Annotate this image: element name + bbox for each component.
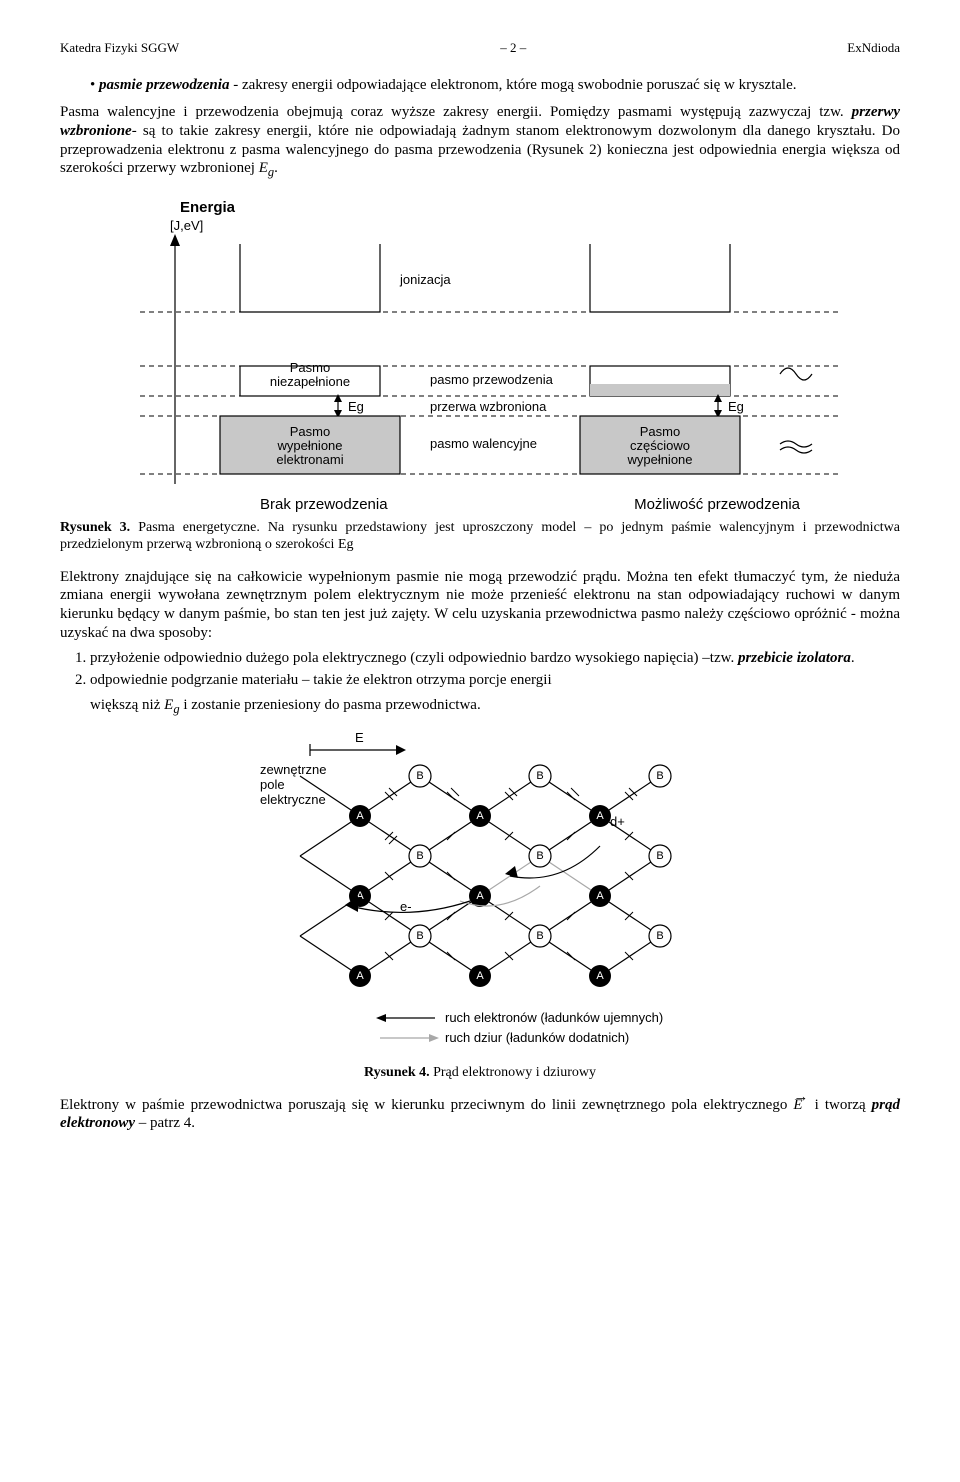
li1c: . bbox=[851, 650, 855, 666]
cap3-rest: Pasma energetyczne. Na rysunku przedstaw… bbox=[60, 520, 900, 553]
eg-left: Eg bbox=[348, 399, 364, 414]
paragraph-3: Elektrony w paśmie przewodnictwa porusza… bbox=[60, 1096, 900, 1134]
figure-4: E zewnętrzne pole elektryczne bbox=[200, 726, 760, 1060]
legend-holes: ruch dziur (ładunków dodatnich) bbox=[445, 1030, 629, 1045]
figure-3: Energia [J,eV] jonizacja Pasmo niezapełn… bbox=[120, 199, 840, 515]
bullet-pasmie-przewodzenia: • pasmie przewodzenia - zakresy energii … bbox=[90, 76, 900, 95]
page-header: Katedra Fizyki SGGW – 2 – ExNdioda bbox=[60, 40, 900, 56]
mozliwosc-label: Możliwość przewodzenia bbox=[634, 496, 800, 515]
label-niezap-1: Pasmo bbox=[290, 360, 330, 375]
label-czesc-3: wypełnione bbox=[626, 452, 692, 467]
svg-text:A: A bbox=[596, 890, 604, 902]
axis-title: Energia bbox=[180, 199, 840, 218]
svg-text:A: A bbox=[356, 810, 364, 822]
svg-text:B: B bbox=[416, 770, 423, 782]
label-pasmo-wal: pasmo walencyjne bbox=[430, 436, 537, 451]
label-czesc-2: częściowo bbox=[630, 438, 690, 453]
bullet-rest: - zakresy energii odpowiadające elektron… bbox=[229, 77, 796, 93]
field-2: pole bbox=[260, 777, 285, 792]
cap4-bold: Rysunek 4. bbox=[364, 1065, 433, 1080]
label-niezap-2: niezapełnione bbox=[270, 374, 350, 389]
svg-text:B: B bbox=[536, 770, 543, 782]
svg-text:B: B bbox=[416, 850, 423, 862]
label-przerwa: przerwa wzbroniona bbox=[430, 399, 547, 414]
p1a: Pasma walencyjne i przewodzenia obejmują… bbox=[60, 104, 844, 120]
label-czesc-1: Pasmo bbox=[640, 424, 680, 439]
p1c: - są to takie zakresy energii, które nie… bbox=[60, 123, 900, 177]
caption-figure-4: Rysunek 4. Prąd elektronowy i dziurowy bbox=[60, 1064, 900, 1082]
term: pasmie przewodzenia bbox=[99, 77, 229, 93]
label-jonizacja: jonizacja bbox=[399, 272, 451, 287]
svg-text:A: A bbox=[476, 970, 484, 982]
li2a: odpowiednie podgrzanie materiału – takie… bbox=[90, 672, 552, 688]
header-center: – 2 – bbox=[500, 40, 526, 56]
svg-text:B: B bbox=[656, 850, 663, 862]
list-item-2: odpowiednie podgrzanie materiału – takie… bbox=[90, 671, 900, 690]
svg-text:B: B bbox=[656, 930, 663, 942]
list-item-1: przyłożenie odpowiednio dużego pola elek… bbox=[90, 649, 900, 668]
d-plus: d+ bbox=[610, 814, 625, 829]
p1f: . bbox=[274, 160, 278, 176]
field-1: zewnętrzne bbox=[260, 762, 326, 777]
li1a: przyłożenie odpowiednio dużego pola elek… bbox=[90, 650, 738, 666]
svg-text:A: A bbox=[356, 970, 364, 982]
svg-text:B: B bbox=[656, 770, 663, 782]
p3a: Elektrony w paśmie przewodnictwa porusza… bbox=[60, 1097, 793, 1113]
p3e: – patrz 4. bbox=[135, 1115, 195, 1131]
axis-unit: [J,eV] bbox=[170, 218, 840, 234]
brak-label: Brak przewodzenia bbox=[260, 496, 388, 515]
li2e: i zostanie przeniesiony do pasma przewod… bbox=[180, 697, 481, 713]
cap4-rest: Prąd elektronowy i dziurowy bbox=[433, 1065, 596, 1080]
svg-text:B: B bbox=[416, 930, 423, 942]
paragraph-2: Elektrony znajdujące się na całkowicie w… bbox=[60, 568, 900, 643]
cap3-bold: Rysunek 3. bbox=[60, 520, 138, 535]
svg-text:A: A bbox=[596, 970, 604, 982]
eg-right: Eg bbox=[728, 399, 744, 414]
E-label: E bbox=[355, 730, 364, 745]
label-pasmo-przew: pasmo przewodzenia bbox=[430, 372, 554, 387]
li2c: E bbox=[164, 697, 173, 713]
svg-text:A: A bbox=[476, 890, 484, 902]
methods-list: przyłożenie odpowiednio dużego pola elek… bbox=[90, 649, 900, 691]
list-item-2-cont: większą niż Eg i zostanie przeniesiony d… bbox=[90, 696, 900, 718]
header-left: Katedra Fizyki SGGW bbox=[60, 40, 179, 56]
header-right: ExNdioda bbox=[847, 40, 900, 56]
label-wypel-1: Pasmo bbox=[290, 424, 330, 439]
li1b: przebicie izolatora bbox=[738, 650, 851, 666]
figure4-svg: E zewnętrzne pole elektryczne bbox=[200, 726, 760, 1056]
svg-text:B: B bbox=[536, 930, 543, 942]
label-wypel-3: elektronami bbox=[276, 452, 343, 467]
p3c: i tworzą bbox=[809, 1097, 872, 1113]
svg-text:A: A bbox=[596, 810, 604, 822]
lattice: A A A A A A A A A B B B B B B B B B bbox=[300, 765, 671, 987]
svg-text:A: A bbox=[476, 810, 484, 822]
svg-text:B: B bbox=[536, 850, 543, 862]
label-wypel-2: wypełnione bbox=[276, 438, 342, 453]
caption-figure-3: Rysunek 3. Pasma energetyczne. Na rysunk… bbox=[60, 519, 900, 554]
p1d: E bbox=[259, 160, 268, 176]
figure3-svg: jonizacja Pasmo niezapełnione Eg Pasmo w… bbox=[120, 234, 840, 494]
field-3: elektryczne bbox=[260, 792, 326, 807]
li2b: większą niż bbox=[90, 697, 164, 713]
paragraph-1: Pasma walencyjne i przewodzenia obejmują… bbox=[60, 103, 900, 181]
legend-electrons: ruch elektronów (ładunków ujemnych) bbox=[445, 1010, 663, 1025]
